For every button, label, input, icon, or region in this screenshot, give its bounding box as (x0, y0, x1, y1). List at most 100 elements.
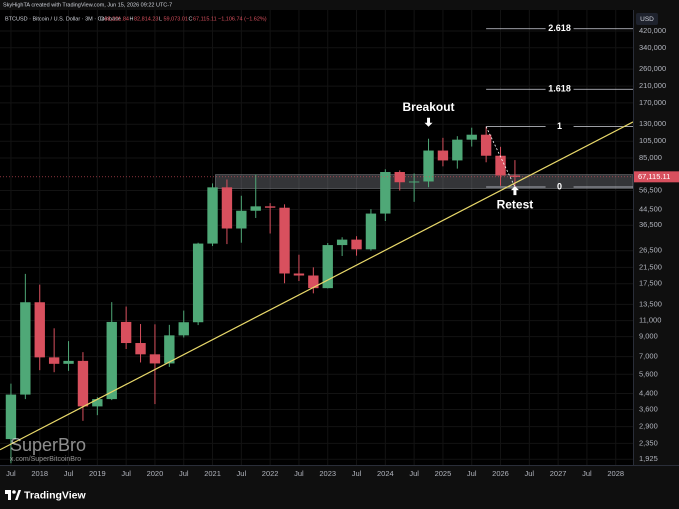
annotation-arrow (510, 186, 519, 196)
candle-body (135, 343, 146, 355)
candle-body (164, 335, 175, 364)
ohlc-value: 82,814.23 (134, 16, 158, 22)
y-tick-label: 1,925 (639, 454, 658, 463)
candle-body (77, 360, 89, 407)
candle-body (221, 187, 233, 229)
candle-body (178, 322, 189, 336)
candle-body (279, 207, 290, 274)
x-tick-label: 2022 (262, 469, 279, 478)
candle-body (250, 206, 261, 211)
x-tick-label: Jul (237, 469, 247, 478)
candle-body (236, 210, 247, 229)
annotation: Retest (497, 197, 534, 211)
x-tick-label: Jul (352, 469, 362, 478)
last-price-box (634, 171, 679, 183)
candle-body (149, 354, 161, 364)
ohlc-key: H (130, 16, 134, 22)
y-tick-label: 7,000 (639, 352, 658, 361)
y-tick-label: 5,600 (639, 369, 658, 378)
x-tick-label: 2028 (607, 469, 624, 478)
candle-body (308, 275, 319, 289)
y-tick-label: 44,500 (639, 204, 662, 213)
candle-body (365, 213, 377, 250)
x-tick-label: 2021 (204, 469, 221, 478)
y-tick-label: 21,500 (639, 262, 662, 271)
y-tick-label: 4,400 (639, 388, 658, 397)
fib-label: 0 (557, 181, 562, 191)
ohlc-value: 68,221.84 (105, 16, 129, 22)
x-tick-label: 2027 (550, 469, 567, 478)
y-tick-label: 420,000 (639, 26, 666, 35)
candle-body (293, 273, 305, 276)
watermark-handle: x.com/SuperBitcoinBro (10, 456, 81, 463)
currency-box (636, 13, 658, 25)
x-tick-label: Jul (121, 469, 131, 478)
candle-body (34, 302, 45, 358)
annotation: Breakout (403, 100, 455, 114)
footer-brand[interactable]: TradingView (24, 489, 86, 501)
candle-body (264, 206, 276, 208)
x-tick-label: 2025 (435, 469, 452, 478)
x-tick-label: Jul (64, 469, 74, 478)
ohlc-key: O (100, 16, 105, 22)
x-tick-label: Jul (582, 469, 592, 478)
watermark-name: SuperBro (10, 435, 86, 455)
candle-body (509, 175, 521, 177)
trendline (89, 121, 633, 404)
x-tick-label: 2018 (31, 469, 48, 478)
footer-logo (5, 490, 21, 500)
candle-body (351, 239, 362, 250)
y-tick-label: 260,000 (639, 64, 666, 73)
y-tick-label: 11,000 (639, 316, 661, 325)
ohlc-value: 67,115.11 (193, 16, 217, 22)
x-tick-label: Jul (409, 469, 419, 478)
x-tick-label: 2020 (147, 469, 164, 478)
y-tick-label: 105,000 (639, 136, 666, 145)
x-tick-label: Jul (294, 469, 304, 478)
y-tick-label: 2,900 (639, 422, 658, 431)
candle-body (394, 172, 405, 183)
candle-body (48, 357, 60, 364)
y-tick-label: 26,500 (639, 246, 662, 255)
y-tick-label: 9,000 (639, 332, 658, 341)
candle-body (92, 399, 103, 407)
y-tick-label: 36,500 (639, 220, 662, 229)
candle-body (120, 321, 132, 344)
candle-body (20, 302, 31, 395)
y-tick-label: 340,000 (639, 43, 666, 52)
candle-body (106, 321, 117, 400)
candle-body (192, 243, 204, 323)
ohlc-change: −1,106.74 (−1.62%) (218, 16, 267, 22)
candle-body (336, 239, 348, 246)
currency: USD (640, 16, 654, 23)
x-tick-label: Jul (6, 469, 16, 478)
x-tick-label: Jul (525, 469, 535, 478)
last-price-label: 67,115.11 (638, 172, 670, 181)
candle-body (423, 150, 434, 182)
x-tick-label: Jul (179, 469, 189, 478)
y-tick-label: 210,000 (639, 81, 666, 90)
fib-label: 1 (557, 121, 562, 131)
x-tick-label: Jul (467, 469, 477, 478)
candle-body (5, 394, 17, 440)
annotation-arrow (424, 117, 433, 127)
x-tick-label: 2019 (89, 469, 106, 478)
fib-label: 1.618 (548, 84, 571, 94)
candle-body (437, 150, 449, 161)
plot-area (0, 10, 633, 465)
trendline-extension (0, 402, 91, 451)
credit: SkyHighTA created with TradingView.com, … (3, 2, 172, 8)
y-tick-label: 2,350 (639, 438, 658, 447)
candle-body (207, 187, 218, 244)
candle-body (466, 134, 477, 140)
candle-body (495, 155, 506, 176)
candle-body (408, 181, 420, 183)
candle-body (452, 139, 463, 161)
ohlc-key: L (159, 16, 162, 22)
x-tick-label: 2024 (377, 469, 394, 478)
candle-body (63, 360, 74, 364)
ohlc-value: 59,073.01 (164, 16, 188, 22)
y-tick-label: 13,500 (639, 299, 662, 308)
y-tick-label: 56,500 (639, 185, 662, 194)
